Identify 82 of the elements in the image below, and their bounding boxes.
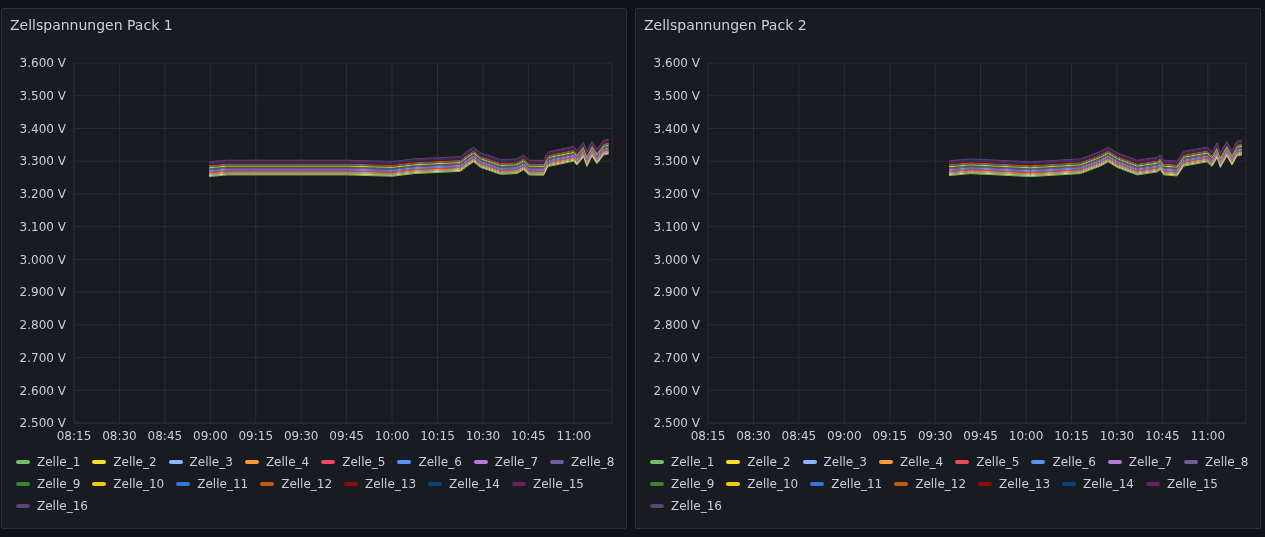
legend-label: Zelle_6 bbox=[1052, 455, 1096, 469]
y-tick-label: 3.400 V bbox=[19, 121, 67, 136]
x-tick-label: 09:30 bbox=[283, 428, 319, 443]
legend-label: Zelle_11 bbox=[197, 477, 249, 491]
y-tick-label: 3.500 V bbox=[653, 88, 701, 103]
x-tick-label: 09:00 bbox=[193, 428, 228, 443]
x-tick-label: 10:15 bbox=[1054, 428, 1089, 443]
x-tick-label: 09:00 bbox=[827, 428, 862, 443]
y-tick-label: 3.300 V bbox=[19, 154, 67, 169]
legend-label: Zelle_9 bbox=[671, 477, 715, 491]
x-tick-label: 08:45 bbox=[781, 428, 817, 443]
y-tick-label: 3.100 V bbox=[653, 219, 701, 234]
x-tick-label: 08:45 bbox=[147, 428, 183, 443]
legend-label: Zelle_15 bbox=[1166, 477, 1218, 491]
x-tick-label: 09:45 bbox=[329, 428, 364, 443]
x-tick-label: 09:15 bbox=[238, 428, 274, 443]
y-tick-label: 3.000 V bbox=[19, 252, 67, 267]
legend-label: Zelle_4 bbox=[899, 455, 944, 469]
legend-label: Zelle_14 bbox=[449, 477, 500, 491]
legend-label: Zelle_10 bbox=[747, 477, 799, 491]
legend-label: Zelle_7 bbox=[1128, 455, 1173, 469]
x-tick-label: 10:00 bbox=[374, 428, 410, 443]
x-tick-label: 10:45 bbox=[511, 428, 546, 443]
legend-label: Zelle_3 bbox=[189, 455, 233, 469]
y-tick-label: 3.200 V bbox=[19, 187, 67, 202]
y-tick-label: 3.000 V bbox=[653, 252, 701, 267]
legend-label: Zelle_12 bbox=[281, 477, 333, 491]
legend-label: Zelle_8 bbox=[1205, 455, 1249, 469]
legend-label: Zelle_16 bbox=[37, 499, 88, 513]
legend-label: Zelle_2 bbox=[113, 455, 157, 469]
chart-title: Zellspannungen Pack 1 bbox=[9, 16, 174, 35]
x-tick-label: 11:00 bbox=[556, 428, 592, 443]
legend-label: Zelle_11 bbox=[831, 477, 883, 491]
x-tick-label: 08:15 bbox=[690, 428, 726, 443]
legend-label: Zelle_3 bbox=[823, 455, 867, 469]
legend-label: Zelle_12 bbox=[915, 477, 967, 491]
y-tick-label: 2.600 V bbox=[19, 383, 67, 398]
y-tick-label: 3.100 V bbox=[19, 219, 67, 234]
y-tick-label: 2.800 V bbox=[19, 318, 67, 333]
y-tick-label: 2.700 V bbox=[19, 350, 67, 365]
legend-label: Zelle_1 bbox=[37, 455, 81, 469]
x-tick-label: 10:45 bbox=[1145, 428, 1180, 443]
legend-label: Zelle_5 bbox=[342, 455, 386, 469]
x-tick-label: 09:15 bbox=[872, 428, 908, 443]
y-tick-label: 2.600 V bbox=[653, 383, 701, 398]
y-tick-label: 3.300 V bbox=[653, 154, 701, 169]
y-tick-label: 3.200 V bbox=[653, 187, 701, 202]
legend-label: Zelle_8 bbox=[571, 455, 615, 469]
x-tick-label: 10:00 bbox=[1008, 428, 1044, 443]
y-tick-label: 3.400 V bbox=[653, 121, 701, 136]
legend-label: Zelle_6 bbox=[418, 455, 462, 469]
legend-label: Zelle_9 bbox=[37, 477, 81, 491]
x-tick-label: 09:30 bbox=[917, 428, 953, 443]
legend-label: Zelle_16 bbox=[671, 499, 722, 513]
legend-label: Zelle_2 bbox=[747, 455, 791, 469]
legend-label: Zelle_5 bbox=[976, 455, 1020, 469]
x-tick-label: 08:30 bbox=[736, 428, 771, 443]
y-tick-label: 3.600 V bbox=[19, 56, 67, 71]
x-tick-label: 08:15 bbox=[56, 428, 92, 443]
y-tick-label: 2.900 V bbox=[653, 285, 701, 300]
y-tick-label: 2.800 V bbox=[653, 318, 701, 333]
legend-label: Zelle_15 bbox=[532, 477, 584, 491]
legend-label: Zelle_14 bbox=[1083, 477, 1134, 491]
y-tick-label: 2.500 V bbox=[653, 416, 701, 431]
legend-label: Zelle_10 bbox=[113, 477, 165, 491]
chart-title: Zellspannungen Pack 2 bbox=[643, 16, 808, 35]
y-tick-label: 2.500 V bbox=[19, 416, 67, 431]
y-tick-label: 2.700 V bbox=[653, 350, 701, 365]
legend-label: Zelle_13 bbox=[999, 477, 1051, 491]
x-tick-label: 09:45 bbox=[963, 428, 998, 443]
legend-label: Zelle_7 bbox=[494, 455, 539, 469]
legend-label: Zelle_13 bbox=[365, 477, 417, 491]
y-tick-label: 3.500 V bbox=[19, 88, 67, 103]
x-tick-label: 10:30 bbox=[1099, 428, 1135, 443]
x-tick-label: 08:30 bbox=[102, 428, 137, 443]
x-tick-label: 10:15 bbox=[420, 428, 455, 443]
legend-label: Zelle_1 bbox=[671, 455, 715, 469]
y-tick-label: 2.900 V bbox=[19, 285, 67, 300]
x-tick-label: 10:30 bbox=[465, 428, 501, 443]
legend-label: Zelle_4 bbox=[265, 455, 310, 469]
x-tick-label: 11:00 bbox=[1190, 428, 1226, 443]
y-tick-label: 3.600 V bbox=[653, 56, 701, 71]
